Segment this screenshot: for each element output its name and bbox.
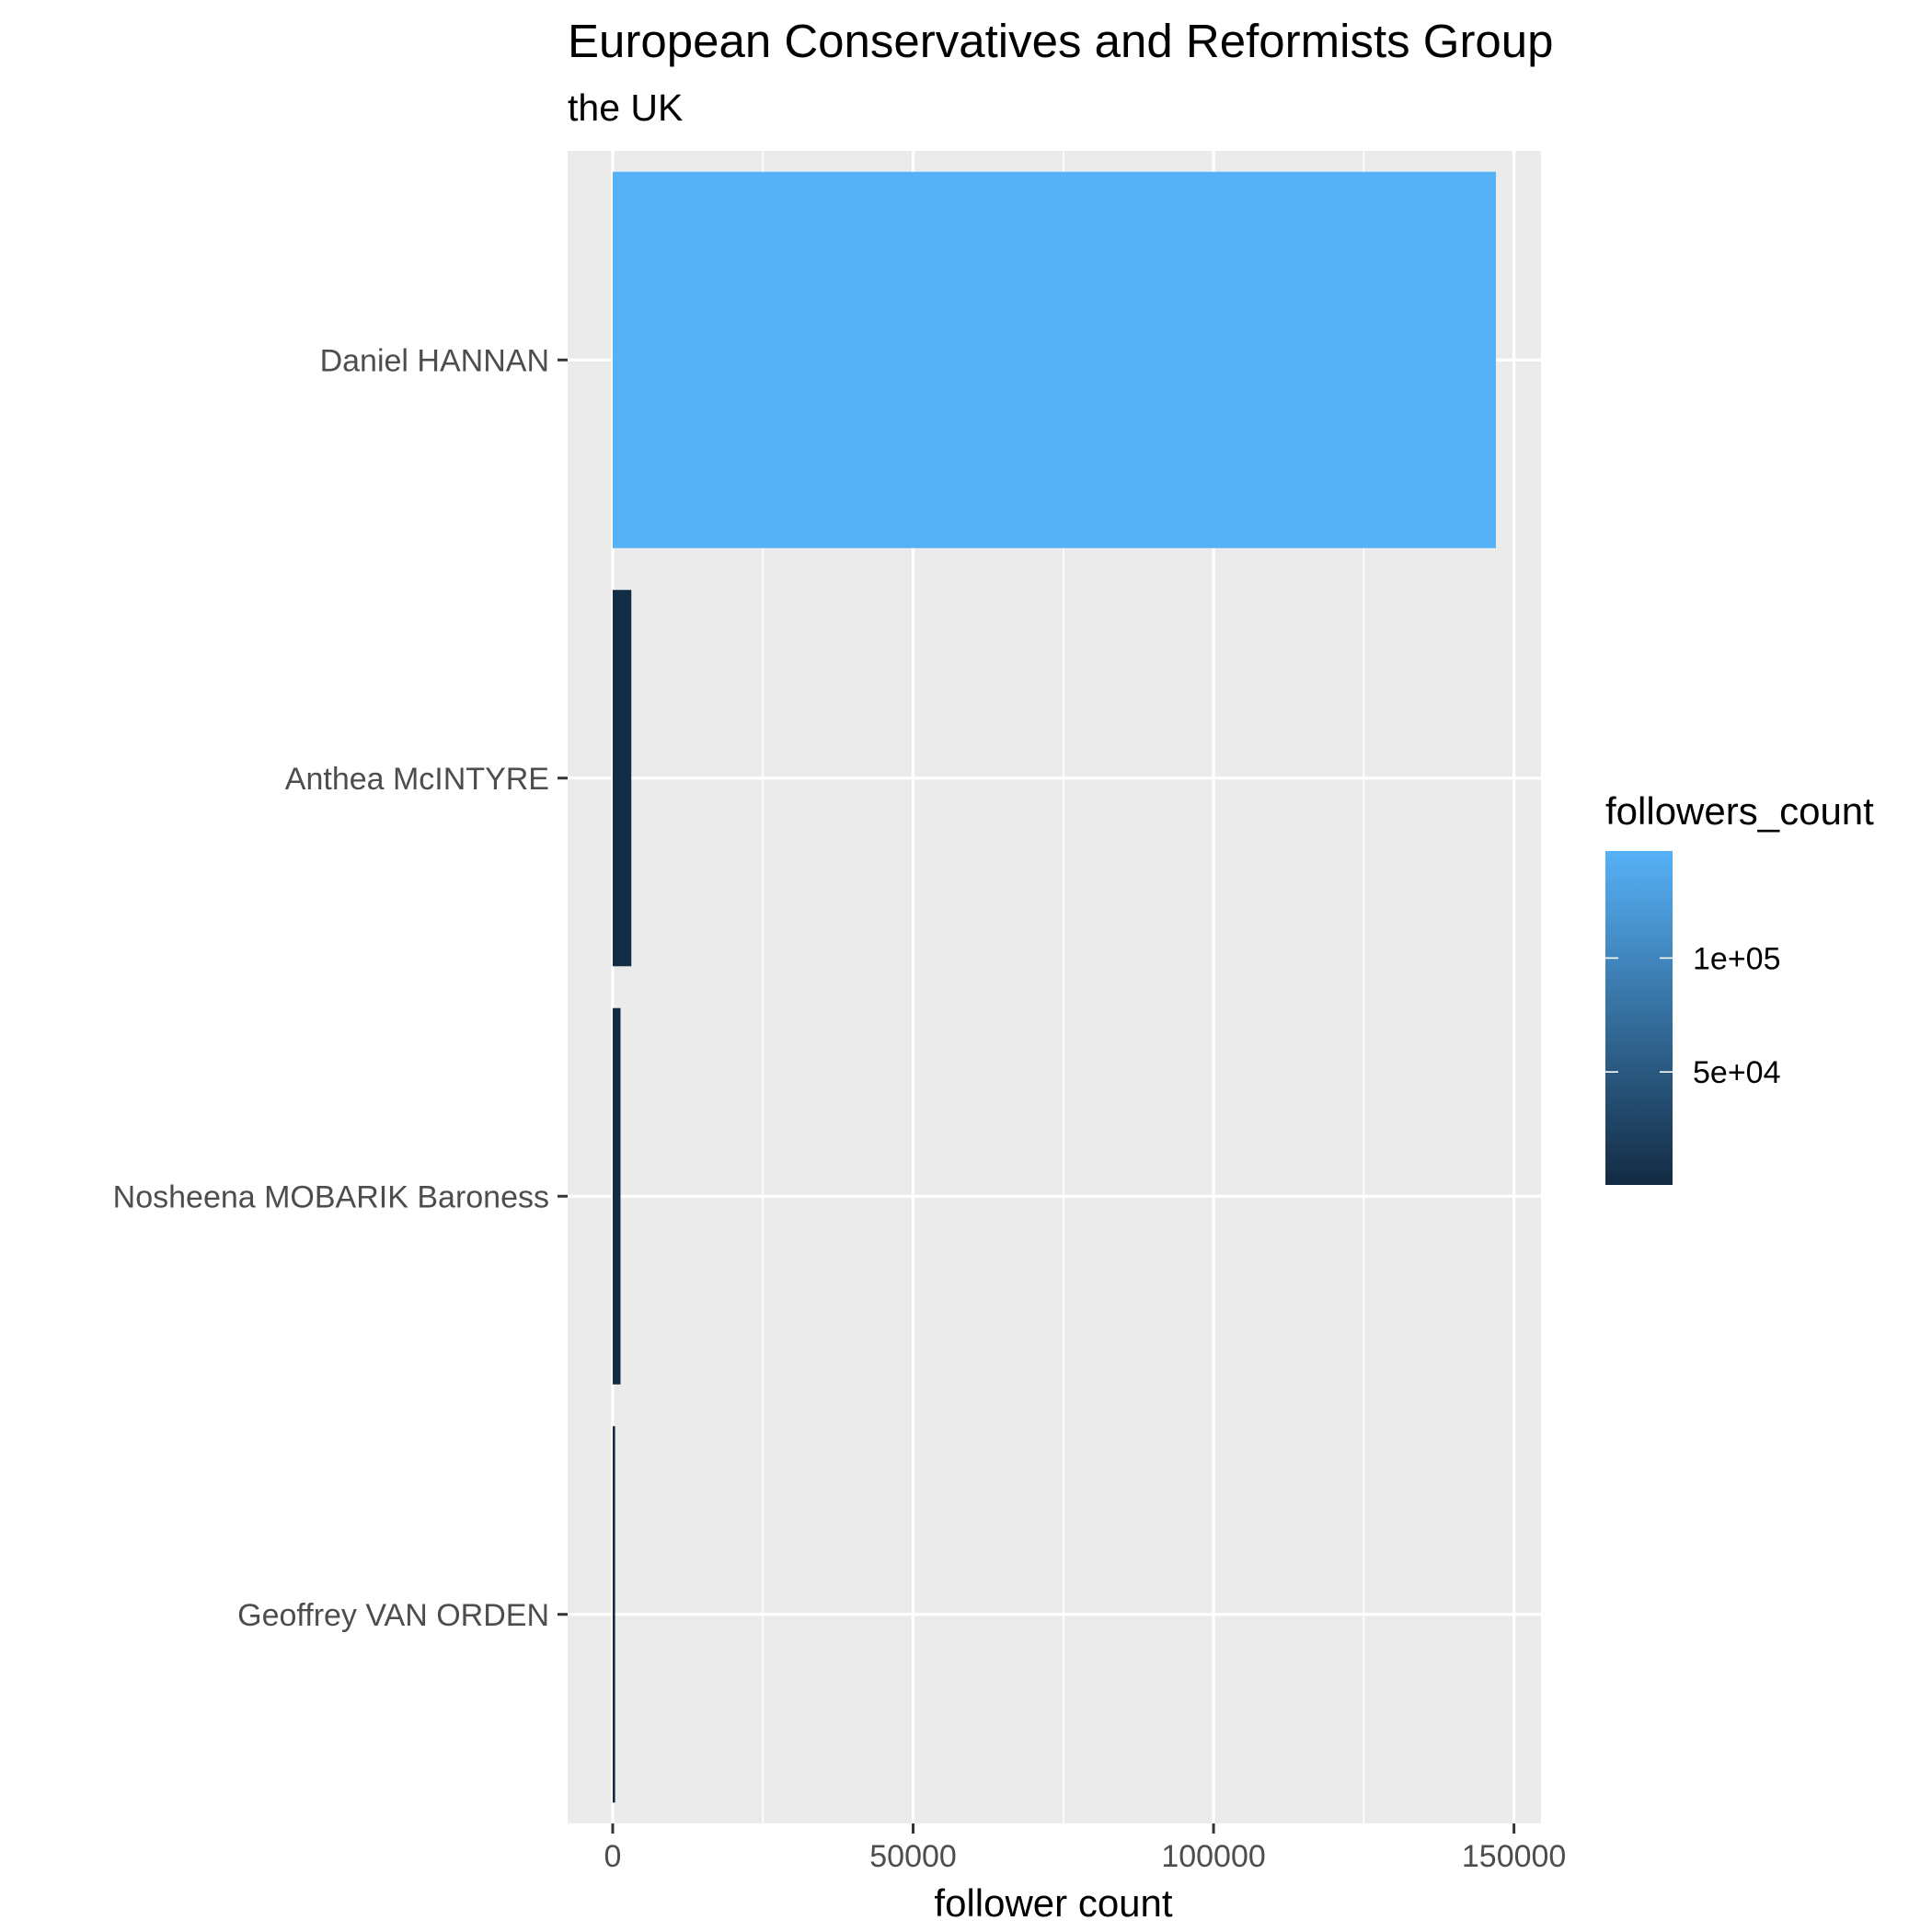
legend-label: 5e+04	[1693, 1055, 1781, 1090]
category-label: Anthea McINTYRE	[285, 762, 549, 797]
bar	[612, 1426, 615, 1803]
x-tick-label: 100000	[1161, 1839, 1265, 1874]
x-tick-label: 50000	[869, 1839, 957, 1874]
legend-colorbar	[1605, 851, 1673, 1185]
bar	[612, 171, 1497, 548]
chart-subtitle: the UK	[568, 86, 683, 129]
bar	[612, 590, 632, 967]
legend-ticks: 5e+04 1e+05	[1605, 941, 1781, 1090]
plot-area	[568, 151, 1541, 1823]
bars	[612, 171, 1497, 1803]
bar	[612, 1007, 621, 1385]
x-tick-label: 0	[604, 1839, 622, 1874]
legend-label: 1e+05	[1693, 941, 1781, 976]
y-axis: Daniel HANNAN Anthea McINTYRE Nosheena MOB…	[113, 343, 568, 1633]
legend: followers_count 5e+04 1e+05	[1605, 789, 1874, 1185]
x-tick-label: 150000	[1462, 1839, 1566, 1874]
x-axis-title: follower count	[934, 1881, 1172, 1925]
x-axis: 0 50000 100000 150000	[604, 1823, 1566, 1874]
legend-title: followers_count	[1605, 789, 1874, 833]
category-label: Nosheena MOBARIK Baroness	[113, 1179, 549, 1214]
chart-title: European Conservatives and Reformists Gr…	[568, 15, 1554, 67]
category-label: Daniel HANNAN	[320, 343, 549, 378]
category-label: Geoffrey VAN ORDEN	[237, 1598, 549, 1633]
